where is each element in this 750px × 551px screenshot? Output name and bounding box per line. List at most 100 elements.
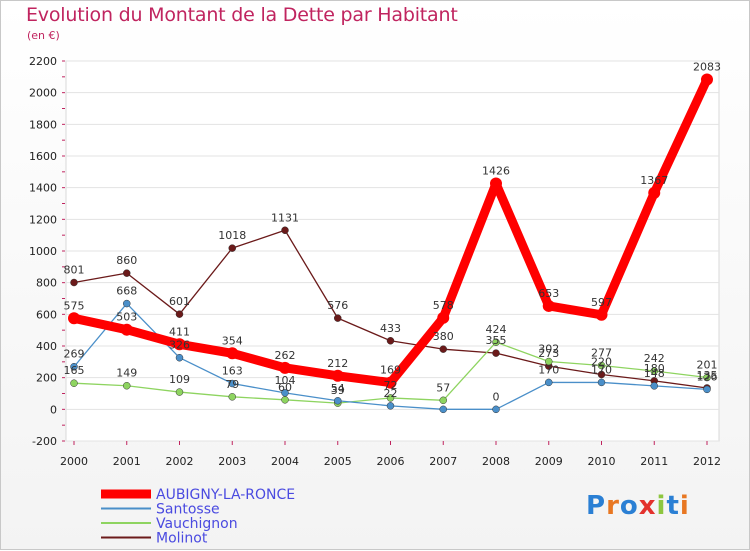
legend-label: Santosse <box>156 502 220 518</box>
x-tick-label: 2011 <box>640 455 668 468</box>
y-tick-label: 2000 <box>29 87 57 100</box>
data-point <box>492 349 500 357</box>
data-label: 503 <box>116 311 137 324</box>
data-point <box>650 367 658 375</box>
data-point <box>70 362 78 371</box>
data-point <box>703 385 711 394</box>
data-label: 860 <box>116 254 137 267</box>
data-label: 653 <box>538 287 559 300</box>
data-point <box>120 323 133 336</box>
proxiti-logo: Proxiti <box>586 491 690 521</box>
data-point <box>703 373 711 382</box>
data-label: 0 <box>493 390 500 403</box>
data-point <box>68 312 80 325</box>
chart-title: Evolution du Montant de la Dette par Hab… <box>26 4 458 26</box>
data-label: 212 <box>327 357 348 370</box>
data-label: 169 <box>380 364 401 377</box>
data-label: 201 <box>697 359 718 372</box>
x-tick-label: 2010 <box>588 455 616 468</box>
data-point <box>226 347 239 360</box>
data-label: 39 <box>331 384 345 397</box>
data-label: 269 <box>64 348 85 361</box>
data-label: 424 <box>486 323 507 336</box>
data-label: 180 <box>644 362 665 375</box>
y-tick-label: 800 <box>36 277 57 290</box>
data-label: 277 <box>591 346 612 359</box>
data-label: 355 <box>486 334 507 347</box>
x-tick-label: 2000 <box>60 455 88 468</box>
y-tick-label: 400 <box>36 340 57 353</box>
data-point <box>597 378 606 387</box>
data-label: 576 <box>327 299 348 312</box>
y-tick-label: 600 <box>36 308 57 321</box>
logo-letter: x <box>638 491 657 521</box>
x-tick-label: 2004 <box>271 455 299 468</box>
chart-unit: (en €) <box>27 29 60 42</box>
data-point <box>281 396 289 404</box>
data-label: 126 <box>697 370 718 383</box>
data-point <box>70 379 78 387</box>
y-tick-label: 1800 <box>29 118 57 131</box>
x-tick-label: 2001 <box>113 455 141 468</box>
data-label: 148 <box>644 367 665 380</box>
legend-label: Molinot <box>156 531 208 547</box>
data-point <box>175 353 184 362</box>
data-label: 411 <box>169 325 190 338</box>
data-label: 22 <box>384 387 398 400</box>
data-point <box>595 308 608 321</box>
data-point <box>439 345 447 353</box>
data-point <box>545 357 553 366</box>
data-point <box>648 186 661 199</box>
data-point <box>597 361 606 370</box>
data-label: 262 <box>275 349 296 362</box>
data-label: 380 <box>433 330 454 343</box>
x-tick-label: 2009 <box>535 455 563 468</box>
data-point <box>281 389 289 397</box>
data-label: 220 <box>591 356 612 369</box>
data-label: 135 <box>697 369 718 382</box>
logo-letter: t <box>666 491 680 521</box>
data-label: 1367 <box>640 174 668 187</box>
data-label: 57 <box>436 381 450 394</box>
data-point <box>439 405 447 414</box>
logo-letter: r <box>606 491 620 521</box>
data-label: 79 <box>225 378 239 391</box>
data-label: 54 <box>331 382 345 395</box>
data-point <box>279 361 291 374</box>
data-point <box>334 314 342 322</box>
data-point <box>173 338 186 351</box>
legend-label: AUBIGNY-LA-RONCE <box>156 487 295 503</box>
data-point <box>384 376 397 389</box>
data-label: 597 <box>591 296 612 309</box>
data-point <box>492 405 500 414</box>
logo-letter: o <box>619 491 639 521</box>
data-label: 1426 <box>482 165 510 178</box>
y-tick-label: 0 <box>50 403 57 416</box>
data-label: 60 <box>278 381 292 394</box>
data-point <box>228 393 236 401</box>
data-point <box>386 394 395 402</box>
data-label: 242 <box>644 352 665 365</box>
data-point <box>542 299 555 312</box>
data-point <box>386 402 395 410</box>
data-point <box>492 338 500 346</box>
data-label: 354 <box>222 334 243 347</box>
data-point <box>490 177 502 190</box>
x-tick-label: 2006 <box>377 455 405 468</box>
data-point <box>123 299 131 308</box>
x-tick-label: 2005 <box>324 455 352 468</box>
y-tick-label: 1200 <box>29 213 57 226</box>
data-label: 165 <box>64 364 85 377</box>
y-tick-label: -200 <box>32 435 57 448</box>
data-label: 1131 <box>271 211 299 224</box>
x-tick-label: 2007 <box>429 455 457 468</box>
data-label: 163 <box>222 365 243 378</box>
data-label: 326 <box>169 339 190 352</box>
x-tick-label: 2008 <box>482 455 510 468</box>
data-label: 273 <box>538 347 559 360</box>
data-point <box>281 226 289 235</box>
y-tick-label: 200 <box>36 372 57 385</box>
data-label: 801 <box>64 264 85 277</box>
